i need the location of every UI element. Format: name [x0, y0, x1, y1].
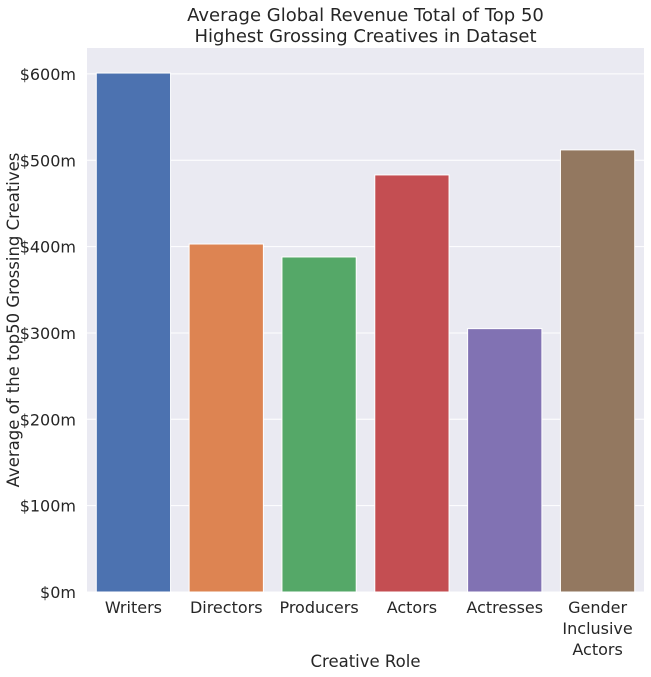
- y-tick-label: $400m: [20, 238, 76, 257]
- y-tick-label: $0m: [40, 583, 76, 602]
- y-tick-label: $100m: [20, 497, 76, 516]
- bar: [559, 149, 636, 593]
- bar: [374, 174, 450, 593]
- bars: [95, 72, 636, 593]
- y-tick-label: $300m: [20, 324, 76, 343]
- x-tick-labels: Writers Directors Producers Actors Actresses…: [105, 598, 633, 659]
- x-tick-label: Producers: [279, 598, 358, 617]
- y-axis-label: Average of the top50 Grossing Creatives: [4, 153, 23, 488]
- y-tick-labels: $0m $100m $200m $300m $400m $500m $600m: [20, 65, 76, 602]
- x-tick-label: Actresses: [466, 598, 543, 617]
- chart-title: Average Global Revenue Total of Top 50 Hi…: [187, 5, 544, 47]
- bar: [281, 256, 357, 593]
- x-tick-label: Gender Inclusive Actors: [562, 598, 632, 659]
- y-gridlines: [87, 73, 644, 593]
- x-tick-label: Directors: [190, 598, 263, 617]
- bar: [188, 243, 264, 593]
- bar: [95, 72, 172, 593]
- x-tick-label: Actors: [387, 598, 437, 617]
- y-tick-label: $600m: [20, 65, 76, 84]
- x-axis-label: Creative Role: [311, 652, 421, 671]
- y-tick-label: $500m: [20, 151, 76, 170]
- bar: [467, 328, 543, 593]
- plot-area: [87, 48, 644, 592]
- y-tick-label: $200m: [20, 410, 76, 429]
- x-tick-label: Writers: [105, 598, 162, 617]
